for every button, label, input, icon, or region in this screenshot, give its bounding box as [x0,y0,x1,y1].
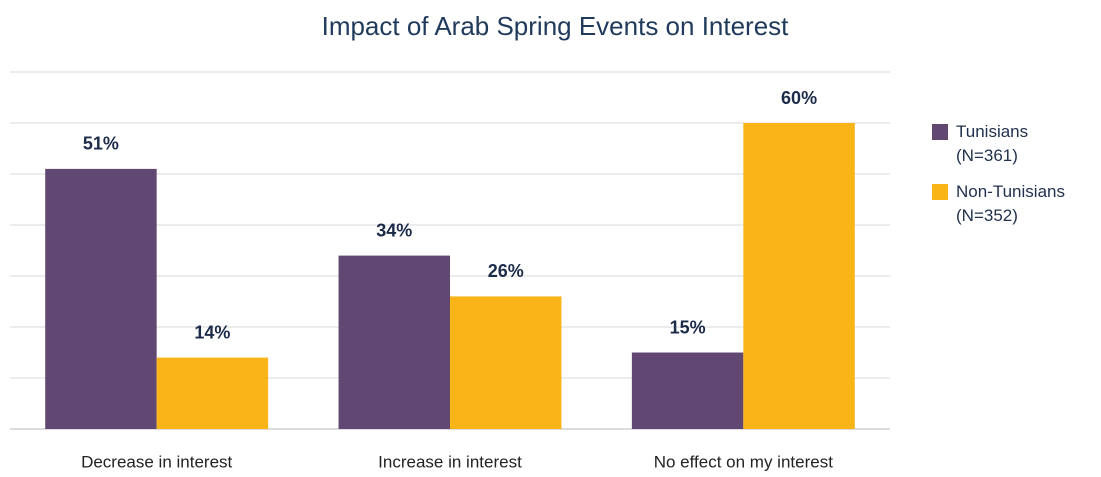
bar [450,296,562,429]
legend-item: Tunisians (N=361) [932,120,1084,168]
data-label: 14% [194,322,230,342]
bar [156,357,269,429]
chart-title: Impact of Arab Spring Events on Interest [322,11,790,41]
bar [338,255,450,429]
legend-label: Non-Tunisians (N=352) [956,182,1065,225]
legend-label: Tunisians (N=361) [956,122,1029,165]
data-label: 26% [488,261,524,281]
data-label: 34% [376,220,412,240]
legend-swatch [932,124,948,140]
data-label: 60% [781,88,817,108]
legend-swatch [932,184,948,200]
legend-item: Non-Tunisians (N=352) [932,180,1084,228]
x-tick-label: Increase in interest [378,452,522,471]
x-tick-label: Decrease in interest [81,452,232,471]
data-label: 51% [83,134,119,154]
x-tick-label: No effect on my interest [654,452,833,471]
bar [45,168,157,429]
bar [631,352,744,429]
data-label: 15% [670,317,706,337]
legend: Tunisians (N=361) Non-Tunisians (N=352) [932,120,1084,240]
bar [743,123,855,429]
